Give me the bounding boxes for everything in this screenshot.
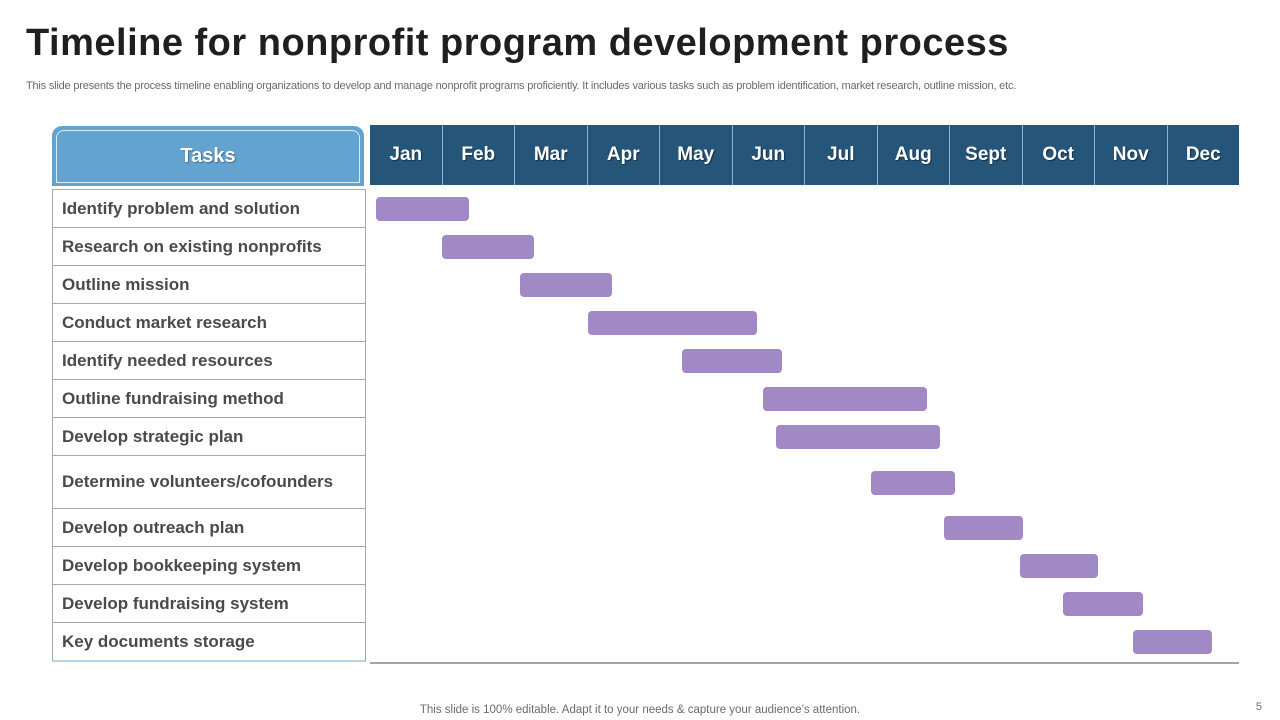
task-label: Research on existing nonprofits	[62, 236, 322, 256]
month-header: May	[659, 125, 732, 185]
task-label: Identify needed resources	[62, 350, 273, 370]
page-subtitle: This slide presents the process timeline…	[26, 80, 1017, 92]
task-row: Determine volunteers/cofounders	[53, 455, 365, 508]
month-header: Jan	[389, 144, 423, 165]
month-header: Apr	[586, 125, 660, 185]
task-label: Develop bookkeeping system	[62, 555, 302, 575]
month-header: Dec	[1166, 125, 1240, 185]
task-row: Develop outreach plan	[53, 508, 365, 546]
gantt-bar	[519, 273, 612, 297]
task-row: Outline mission	[53, 265, 365, 303]
task-label: Conduct market research	[62, 312, 268, 332]
month-header-row: Jan Feb Mar Apr May Jun Jul Aug Sept Oct Nov Dec	[370, 125, 1239, 185]
task-list: Identify problem and solution Research on…	[52, 189, 366, 662]
gantt-bar	[682, 349, 783, 373]
task-row: Identify needed resources	[53, 341, 365, 379]
task-label: Develop outreach plan	[62, 517, 245, 537]
task-label: Determine volunteers/cofounders	[62, 472, 334, 491]
task-row: Key documents storage	[53, 622, 365, 660]
task-row: Outline fundraising method	[53, 379, 365, 417]
gantt-bar	[375, 197, 470, 221]
task-label: Outline fundraising method	[62, 388, 284, 408]
task-label: Develop fundraising system	[62, 593, 289, 613]
gantt-bar	[776, 425, 940, 449]
month-header: Oct	[1021, 125, 1095, 185]
task-label: Identify problem and solution	[62, 198, 300, 218]
month-header: Mar	[514, 125, 587, 185]
gantt-bar	[587, 311, 757, 335]
gantt-bar	[1063, 592, 1144, 616]
gantt-bar	[871, 470, 956, 495]
task-row: Develop fundraising system	[53, 584, 365, 622]
gantt-bar	[944, 516, 1024, 540]
gantt-bar	[442, 235, 535, 259]
task-label: Outline mission	[62, 274, 190, 294]
footer-note: This slide is 100% editable. Adapt it to…	[419, 704, 861, 716]
task-row: Develop bookkeeping system	[53, 546, 365, 584]
gantt-bars-area	[370, 189, 1239, 663]
task-row: Research on existing nonprofits	[53, 227, 365, 265]
gantt-bar	[1019, 554, 1099, 578]
task-label: Key documents storage	[62, 631, 255, 651]
month-header: Feb	[441, 125, 515, 185]
month-header: Sept	[949, 125, 1022, 185]
page-title: Timeline for nonprofit program developme…	[26, 22, 1009, 64]
timeline-baseline	[370, 662, 1239, 664]
gantt-bar	[1133, 630, 1213, 654]
task-row: Identify problem and solution	[53, 189, 365, 227]
task-row: Conduct market research	[53, 303, 365, 341]
month-header: Nov	[1094, 125, 1167, 185]
page-number: 5	[1255, 701, 1262, 713]
month-header: Jun	[731, 125, 805, 185]
month-header: Aug	[876, 125, 950, 185]
task-label: Develop strategic plan	[62, 426, 244, 446]
tasks-column-header: Tasks	[52, 126, 364, 186]
gantt-bar	[763, 387, 927, 411]
tasks-header-label: Tasks	[56, 130, 360, 183]
month-header: Jul	[804, 125, 877, 185]
task-row: Develop strategic plan	[53, 417, 365, 455]
